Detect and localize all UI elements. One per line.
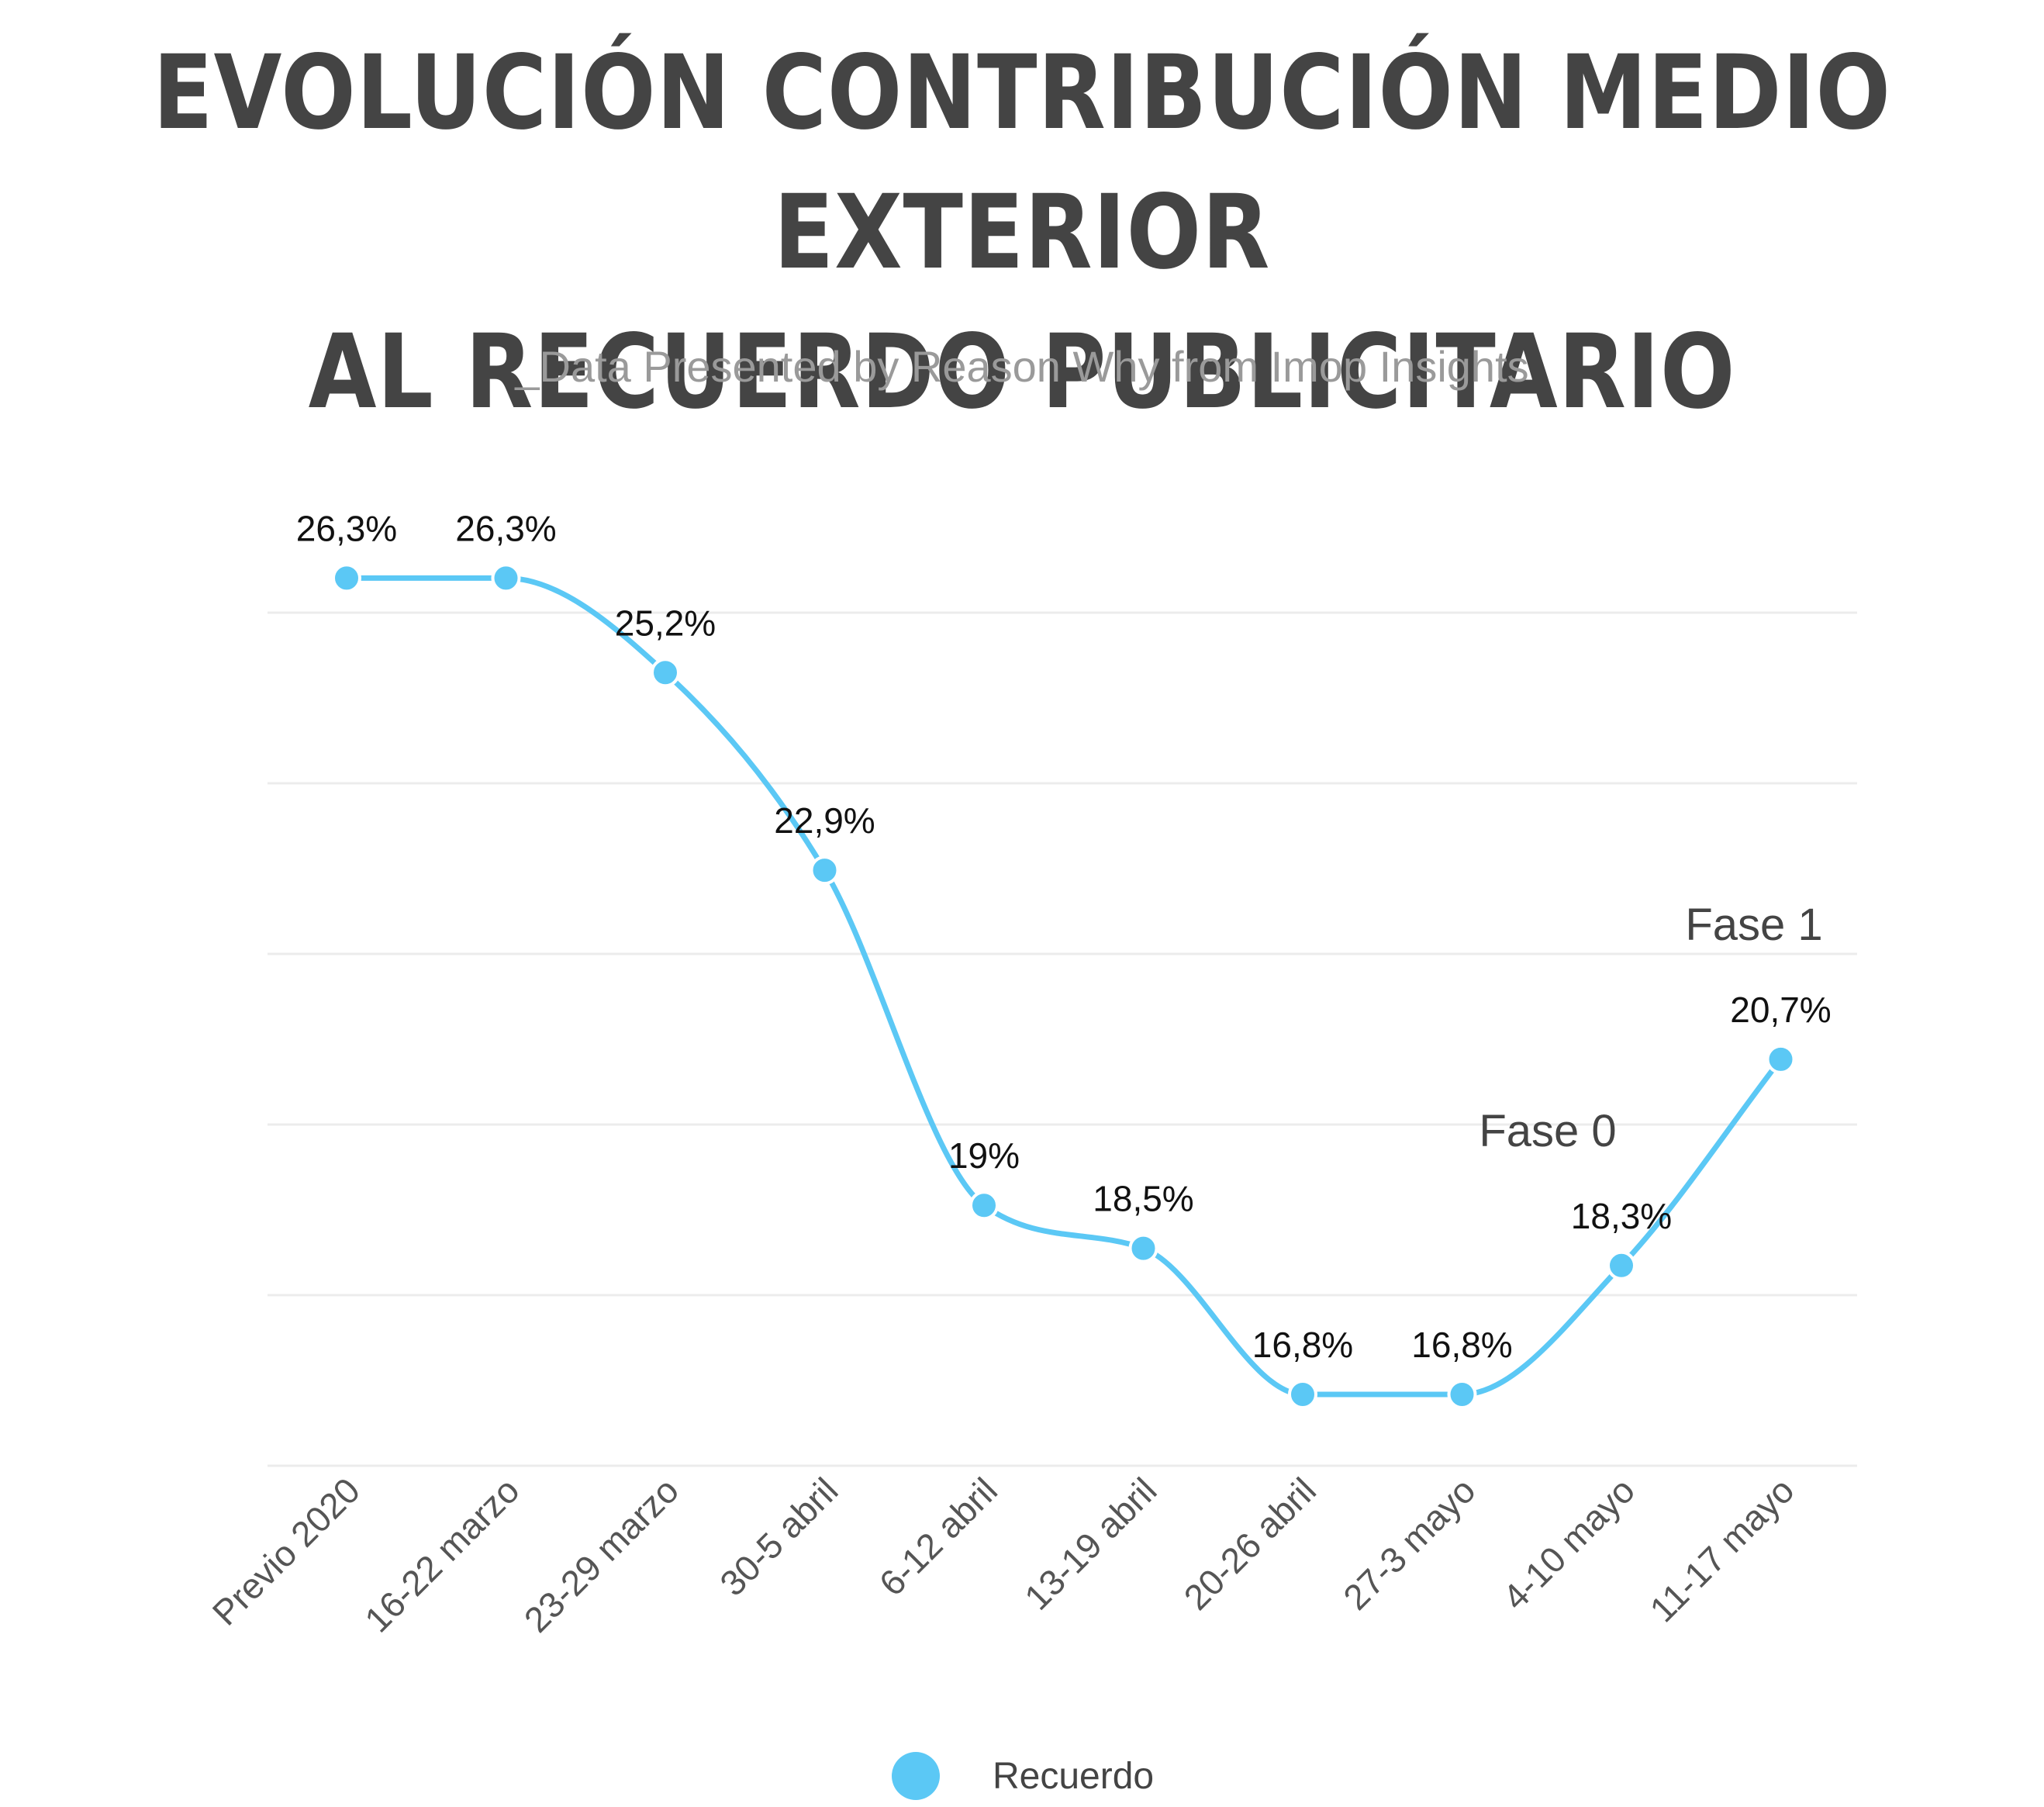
data-point-7: [1288, 1380, 1317, 1409]
x-tick-label-1: Previo 2020: [205, 1470, 368, 1633]
data-label-6: 18,5%: [1093, 1179, 1193, 1219]
x-tick-label-7: 20-26 abril: [1176, 1470, 1324, 1617]
chart-title-line-2: AL RECUERDO PUBLICITARIO: [308, 313, 1736, 432]
data-label-7: 16,8%: [1252, 1325, 1353, 1365]
data-label-4: 22,9%: [774, 800, 875, 841]
x-tick-label-3: 23-29 marzo: [516, 1470, 686, 1639]
chart-title-line-1: EVOLUCIÓN CONTRIBUCIÓN MEDIO EXTERIOR: [153, 33, 1891, 292]
data-point-2: [491, 563, 521, 593]
annotation-fase-1: Fase 1: [1685, 900, 1822, 950]
data-point-8: [1447, 1380, 1477, 1409]
x-tick-label-2: 16-22 marzo: [357, 1470, 527, 1639]
data-point-3: [651, 658, 680, 688]
chart-title: EVOLUCIÓN CONTRIBUCIÓN MEDIO EXTERIOR AL…: [143, 23, 1901, 442]
annotation-fase-0: Fase 0: [1479, 1106, 1616, 1156]
data-point-5: [969, 1190, 999, 1221]
data-point-10: [1766, 1044, 1796, 1074]
data-point-6: [1128, 1233, 1158, 1263]
data-label-5: 19%: [948, 1135, 1020, 1176]
data-label-2: 26,3%: [455, 508, 556, 548]
data-point-9: [1607, 1250, 1636, 1280]
data-point-4: [810, 855, 840, 886]
chart-legend: Recuerdo: [892, 1745, 1154, 1807]
data-label-10: 20,7%: [1730, 990, 1831, 1030]
series-line-recuerdo: [347, 575, 1783, 1398]
x-tick-label-10: 11-17 mayo: [1642, 1470, 1801, 1629]
data-label-1: 26,3%: [296, 508, 397, 548]
data-label-8: 16,8%: [1411, 1325, 1512, 1365]
legend-marker-recuerdo: [892, 1752, 940, 1800]
x-tick-label-5: 6-12 abril: [872, 1470, 1005, 1603]
data-label-9: 18,3%: [1571, 1196, 1672, 1236]
data-label-3: 25,2%: [615, 603, 716, 643]
x-tick-label-4: 30-5 abril: [712, 1470, 845, 1603]
chart-subtitle: _Data Presented by Reason Why from Imop …: [515, 342, 1529, 391]
legend-label-recuerdo: Recuerdo: [993, 1755, 1155, 1797]
x-tick-label-6: 13-19 abril: [1017, 1470, 1164, 1617]
x-tick-label-8: 27-3 mayo: [1335, 1470, 1483, 1617]
x-tick-label-9: 4-10 mayo: [1495, 1470, 1642, 1617]
data-point-1: [332, 563, 361, 593]
